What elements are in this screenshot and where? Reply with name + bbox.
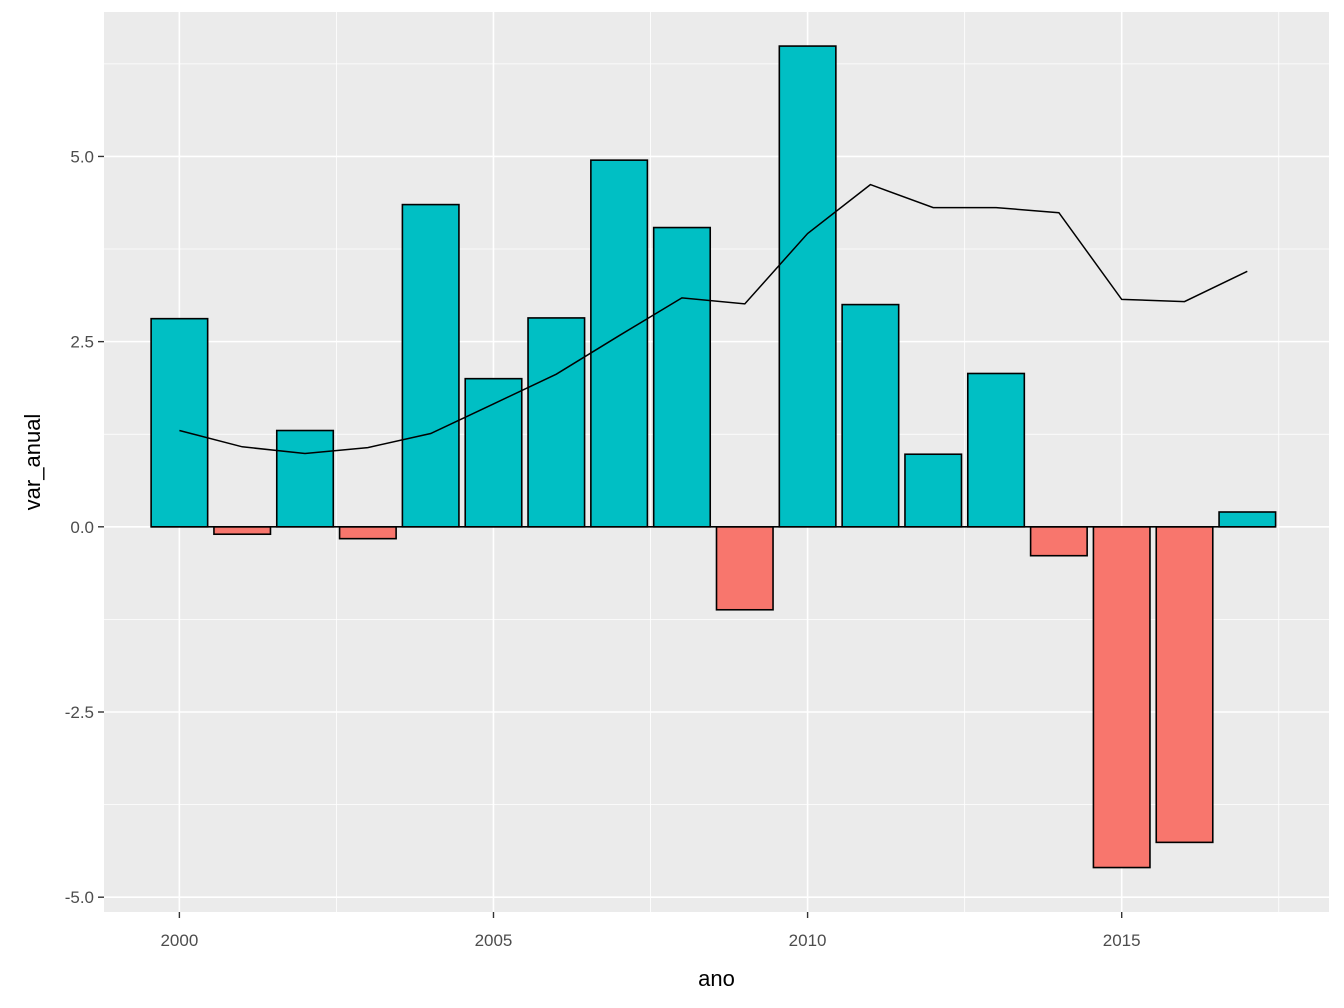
y-tick-label: -2.5 — [65, 703, 94, 722]
bar-2014 — [1029, 526, 1088, 557]
x-tick-label: 2015 — [1103, 931, 1141, 950]
bar-2000 — [150, 317, 209, 528]
bar-2015 — [1092, 526, 1151, 869]
bar-2008 — [652, 226, 712, 528]
bar-2003 — [338, 526, 397, 540]
bar-2004 — [401, 203, 460, 528]
bar-2011 — [841, 303, 900, 528]
x-tick-label: 2000 — [160, 931, 198, 950]
bar-2016 — [1155, 526, 1214, 844]
bar-2010 — [778, 45, 837, 528]
y-tick-label: 2.5 — [70, 333, 94, 352]
bar-2009 — [715, 526, 774, 611]
bar-2007 — [590, 159, 649, 528]
y-axis-title: var_anual — [20, 414, 45, 511]
y-axis: -5.0 -2.5 0.0 2.5 5.0 — [65, 147, 104, 907]
x-tick-label: 2010 — [789, 931, 827, 950]
x-axis: 2000 2005 2010 2015 — [160, 912, 1141, 950]
bar-2017 — [1218, 511, 1277, 528]
bar-2005 — [464, 377, 523, 528]
x-tick-label: 2005 — [475, 931, 513, 950]
y-tick-label: 5.0 — [70, 147, 94, 166]
y-tick-label: -5.0 — [65, 888, 94, 907]
bar-2002 — [275, 429, 335, 528]
y-tick-label: 0.0 — [70, 518, 94, 537]
trend-line — [179, 183, 1248, 455]
x-axis-title: ano — [698, 966, 735, 991]
bar-2006 — [527, 317, 586, 528]
bar-2013 — [966, 372, 1026, 528]
bars — [150, 45, 1277, 869]
bar-2012 — [904, 453, 963, 528]
bar-2001 — [213, 526, 272, 536]
